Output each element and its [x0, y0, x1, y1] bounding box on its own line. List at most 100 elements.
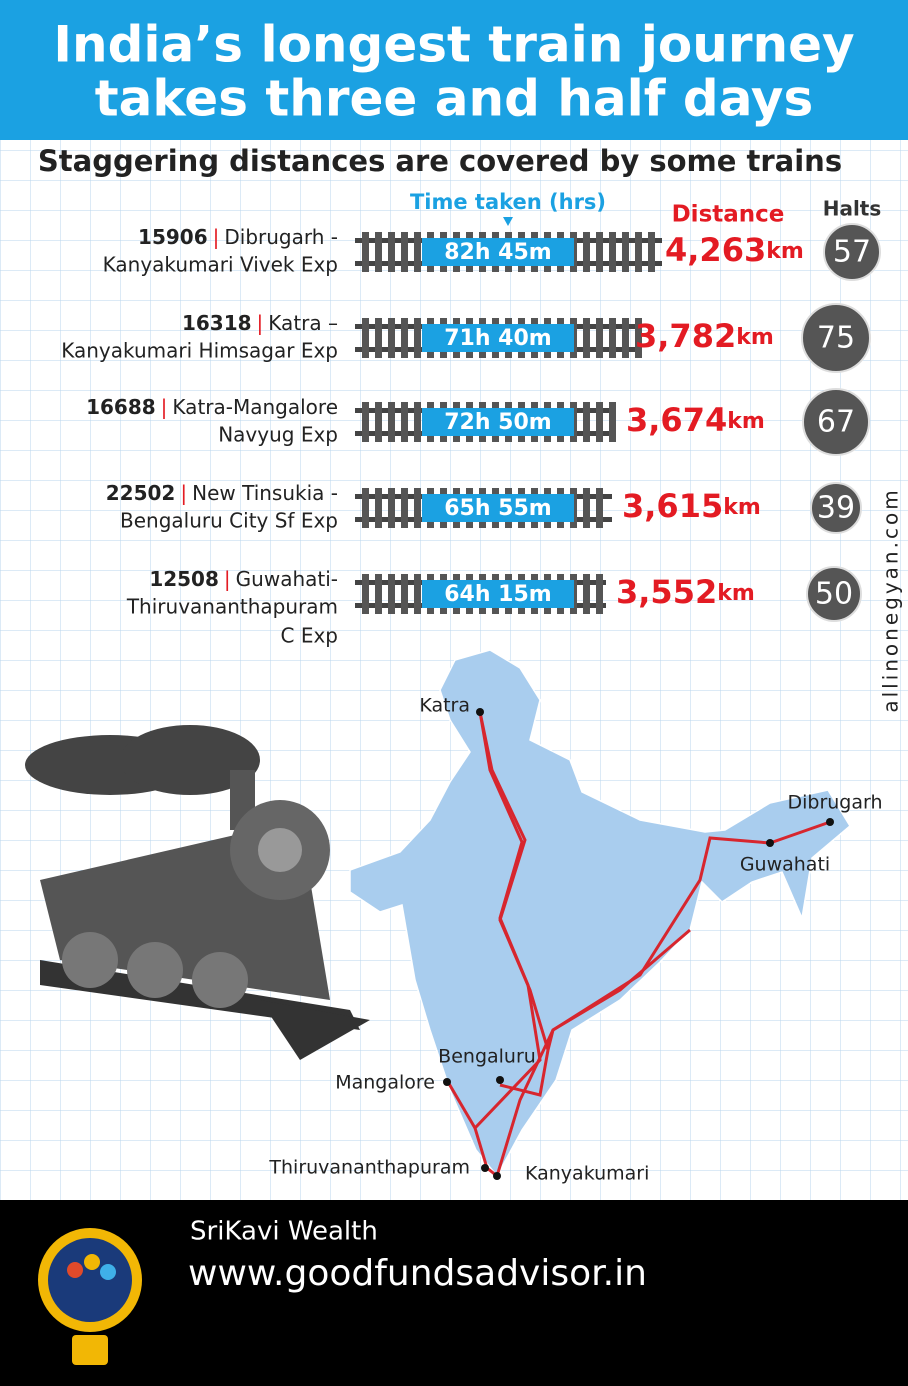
sleeper	[375, 402, 382, 442]
sleeper	[635, 318, 642, 358]
sleeper	[583, 318, 590, 358]
distance-value: 3,674	[626, 401, 727, 439]
sleeper	[596, 402, 603, 442]
sleeper	[596, 574, 603, 614]
time-box	[422, 580, 574, 608]
distance: 4,263km	[665, 231, 804, 269]
sleeper	[583, 232, 590, 272]
sleeper	[414, 232, 421, 272]
separator: |	[257, 311, 264, 335]
sleeper	[622, 232, 629, 272]
train-name: Guwahati-	[236, 567, 338, 591]
sleeper	[596, 232, 603, 272]
distance: 3,552km	[616, 573, 755, 611]
sleeper	[362, 232, 369, 272]
sleeper	[609, 318, 616, 358]
sleeper	[583, 574, 590, 614]
footer	[0, 1200, 908, 1386]
train-label: 22502 | New Tinsukia -	[106, 481, 338, 505]
train-name: Thiruvananthapuram	[126, 595, 338, 619]
city-label: Guwahati	[740, 854, 830, 876]
sleeper	[596, 488, 603, 528]
title-line: takes three and half days	[95, 70, 814, 128]
halt-badge	[802, 388, 870, 456]
sleeper	[401, 318, 408, 358]
city-label: Dibrugarh	[787, 792, 882, 814]
routes	[446, 711, 831, 1179]
sleeper	[388, 574, 395, 614]
train-name: Kanyakumari Vivek Exp	[103, 253, 338, 277]
pointer	[503, 217, 513, 226]
sleeper	[388, 318, 395, 358]
sleeper	[401, 232, 408, 272]
halts: 39	[817, 491, 855, 526]
city-label: Thiruvananthapuram	[268, 1157, 470, 1179]
title-line: India’s longest train journey	[53, 16, 854, 74]
sleeper	[609, 402, 616, 442]
footer-url: www.goodfundsadvisor.in	[188, 1253, 647, 1294]
train-name: New Tinsukia -	[192, 481, 338, 505]
sleeper	[596, 318, 603, 358]
city-dot	[826, 818, 834, 826]
sleeper	[401, 488, 408, 528]
city-label: Kanyakumari	[525, 1163, 649, 1185]
distance-unit: km	[736, 325, 774, 350]
sleeper	[414, 488, 421, 528]
train-number: 12508	[149, 567, 219, 591]
sleeper	[375, 318, 382, 358]
sleeper	[388, 488, 395, 528]
halt-badge	[801, 303, 871, 373]
distance: 3,615km	[622, 487, 761, 525]
city-dot	[481, 1164, 489, 1172]
halts-header: Halts	[823, 197, 882, 221]
time-box	[422, 324, 574, 352]
train-illustration	[25, 725, 370, 1060]
train-name: Kanyakumari Himsagar Exp	[61, 339, 338, 363]
sleeper	[635, 232, 642, 272]
distance: 3,674km	[626, 401, 765, 439]
halts: 50	[815, 577, 853, 612]
distance: 3,782km	[635, 317, 774, 355]
train-number: 16688	[86, 395, 156, 419]
halts: 57	[833, 235, 871, 270]
separator: |	[213, 225, 220, 249]
sleeper	[414, 402, 421, 442]
distance-unit: km	[766, 239, 804, 264]
sleeper	[362, 488, 369, 528]
distance-unit: km	[717, 581, 755, 606]
separator: |	[161, 395, 168, 419]
time: 72h 50m	[444, 410, 551, 435]
train-name: Bengaluru City Sf Exp	[120, 509, 338, 533]
train-name: Katra –	[268, 311, 338, 335]
sleeper	[583, 488, 590, 528]
sleeper	[648, 232, 655, 272]
india-map	[349, 649, 851, 1178]
train-label: 12508 | Guwahati-	[149, 567, 338, 591]
halts: 75	[817, 321, 855, 356]
footer-brand: SriKavi Wealth	[190, 1217, 378, 1247]
city-label: Katra	[419, 695, 470, 717]
train-label: 16318 | Katra –	[182, 311, 338, 335]
time: 71h 40m	[444, 326, 551, 351]
separator: |	[180, 481, 187, 505]
distance-value: 3,552	[616, 573, 717, 611]
city-label: Bengaluru	[438, 1046, 536, 1068]
city-dot	[476, 708, 484, 716]
distance-unit: km	[723, 495, 761, 520]
sleeper	[414, 318, 421, 358]
distance-header: Distance	[672, 202, 785, 228]
sleeper	[362, 318, 369, 358]
logo	[38, 1228, 142, 1365]
sleeper	[375, 574, 382, 614]
header-band	[0, 0, 908, 140]
sleeper	[375, 488, 382, 528]
halts: 67	[817, 405, 855, 440]
city-dot	[496, 1076, 504, 1084]
distance-unit: km	[727, 409, 765, 434]
train-number: 16318	[182, 311, 252, 335]
sleeper	[362, 402, 369, 442]
halt-badge	[810, 482, 862, 534]
distance-value: 3,782	[635, 317, 736, 355]
train-name: C Exp	[281, 624, 339, 648]
